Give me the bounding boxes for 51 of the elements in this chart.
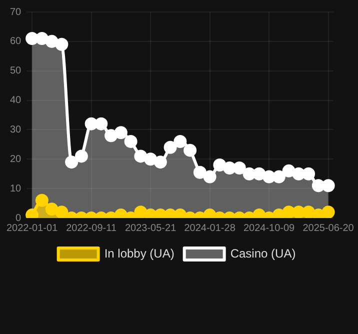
x-tick-label: 2022-01-01 <box>6 222 58 234</box>
point <box>174 134 187 148</box>
y-tick-label: 40 <box>10 95 22 106</box>
point <box>164 140 177 154</box>
y-tick-label: 70 <box>10 6 22 18</box>
point <box>134 206 148 218</box>
point <box>252 167 266 180</box>
point <box>144 152 158 166</box>
point <box>262 170 276 184</box>
legend-label: Casino (UA) <box>230 246 296 260</box>
point <box>65 156 78 169</box>
x-tick-label: 2022-09-11 <box>66 222 117 234</box>
point <box>292 167 306 180</box>
x-tick-label: 2023-05-21 <box>124 222 177 234</box>
point <box>124 134 138 148</box>
point <box>35 194 48 207</box>
point <box>154 156 167 169</box>
point <box>232 161 246 174</box>
point <box>45 202 58 216</box>
point <box>282 206 296 218</box>
point <box>322 206 335 218</box>
point <box>213 158 226 172</box>
point <box>184 144 197 157</box>
y-tick-label: 60 <box>10 36 22 48</box>
point <box>292 206 306 218</box>
point <box>84 117 98 130</box>
point <box>282 164 296 178</box>
x-tick-label: 2024-10-09 <box>243 222 296 234</box>
point <box>223 161 236 174</box>
y-tick-label: 50 <box>10 66 22 77</box>
point <box>272 170 286 184</box>
point <box>312 179 325 192</box>
y-tick-label: 20 <box>10 154 22 165</box>
point <box>203 170 216 184</box>
point <box>302 167 316 180</box>
point <box>55 206 68 218</box>
point <box>302 206 316 218</box>
point <box>134 150 148 163</box>
x-tick-label: 2024-01-28 <box>184 222 236 234</box>
point <box>94 117 108 130</box>
y-tick-label: 10 <box>10 183 22 194</box>
point <box>114 126 128 140</box>
point <box>322 179 335 192</box>
point <box>193 166 206 179</box>
x-tick-label: 2025-06-20 <box>302 222 354 234</box>
y-tick-label: 0 <box>16 212 22 224</box>
point <box>74 150 88 163</box>
point <box>242 167 256 180</box>
y-tick-label: 30 <box>10 124 22 136</box>
legend-label: In lobby (UA) <box>104 246 174 260</box>
point <box>104 129 118 142</box>
